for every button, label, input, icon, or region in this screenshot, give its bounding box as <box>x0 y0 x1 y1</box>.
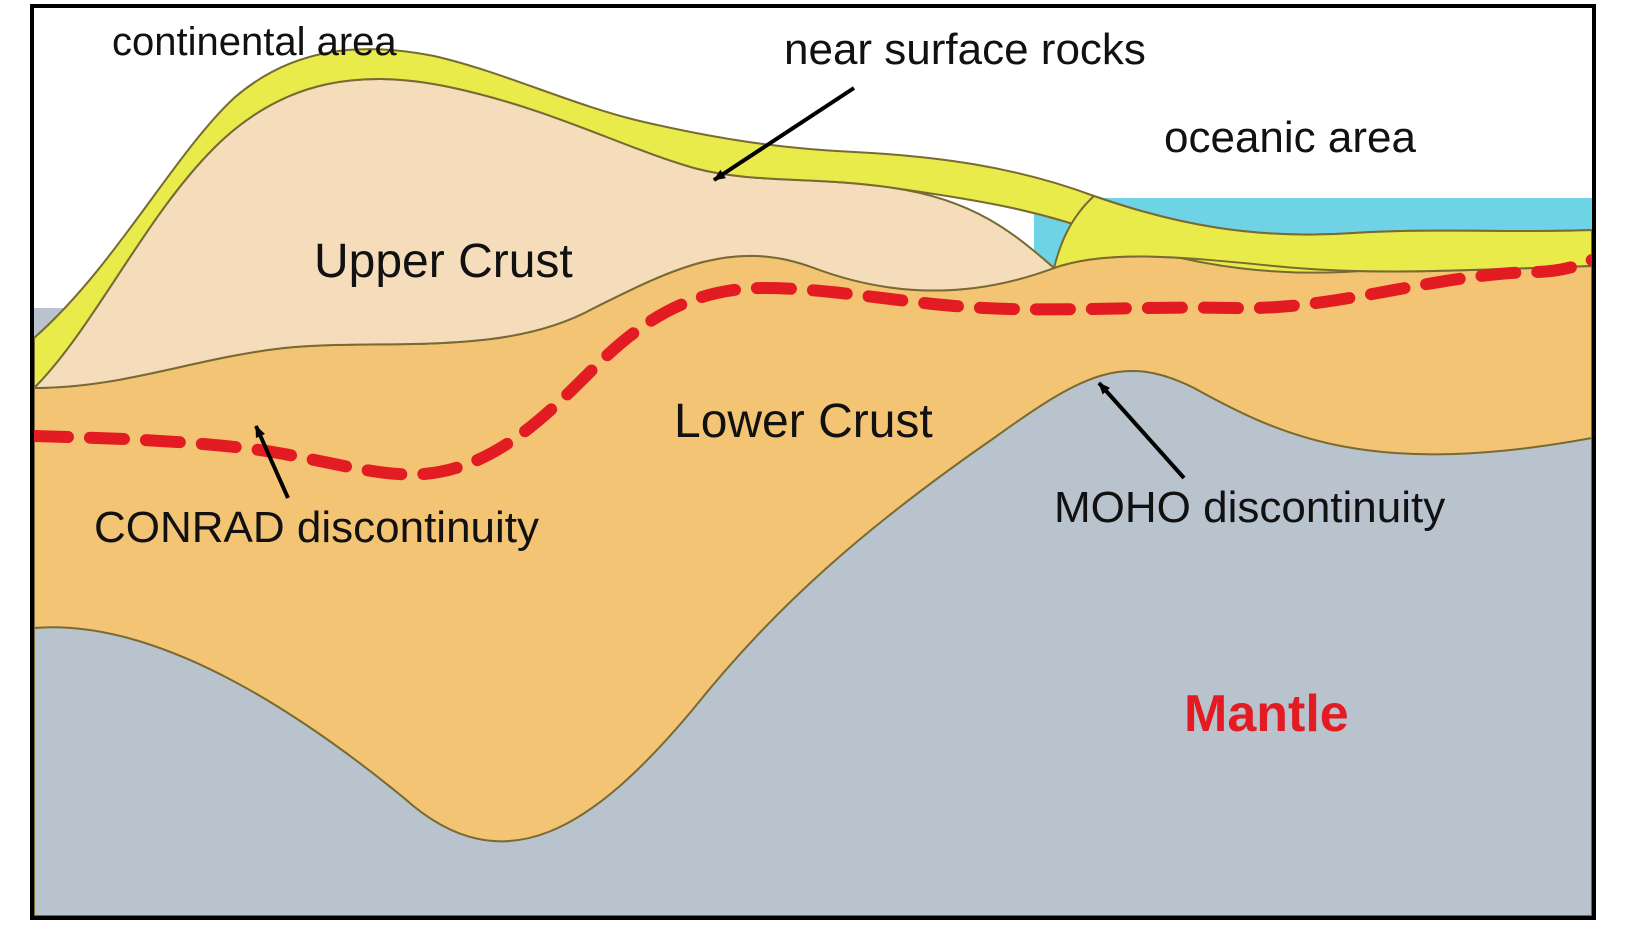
label-mantle: Mantle <box>1184 688 1349 740</box>
label-near-surface-rocks: near surface rocks <box>784 28 1146 72</box>
label-oceanic-area: oceanic area <box>1164 116 1416 160</box>
label-continental-area: continental area <box>112 22 397 62</box>
label-moho-discontinuity: MOHO discontinuity <box>1054 486 1445 530</box>
label-upper-crust: Upper Crust <box>314 238 573 286</box>
label-conrad-discontinuity: CONRAD discontinuity <box>94 506 539 550</box>
label-lower-crust: Lower Crust <box>674 398 933 446</box>
